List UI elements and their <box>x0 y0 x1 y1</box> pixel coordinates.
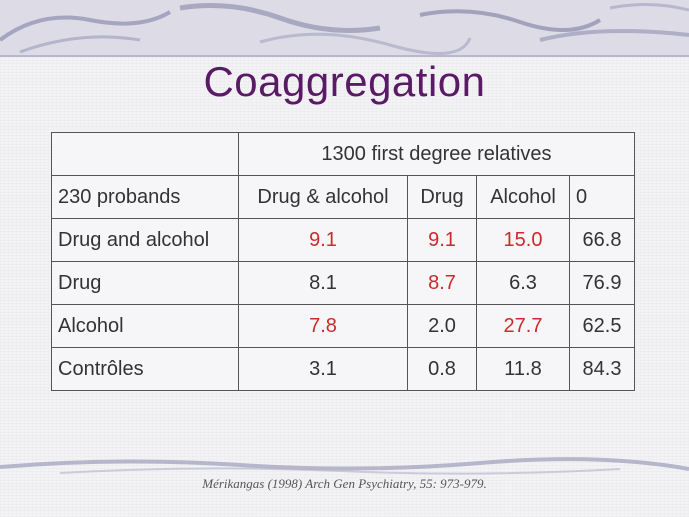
table-row: Drug and alcohol 9.1 9.1 15.0 66.8 <box>51 218 635 262</box>
table-group-header-row: 1300 first degree relatives <box>51 132 635 176</box>
row-label: Contrôles <box>51 347 239 391</box>
table-cell: 3.1 <box>238 347 408 391</box>
decorative-top-band <box>0 0 689 57</box>
table-row: Drug 8.1 8.7 6.3 76.9 <box>51 261 635 305</box>
table-cell: 9.1 <box>238 218 408 262</box>
table-cell: 62.5 <box>569 304 635 348</box>
slide-title: Coaggregation <box>203 58 486 105</box>
table-column-header-row: 230 probands Drug & alcohol Drug Alcohol… <box>51 175 635 219</box>
column-header: Alcohol <box>476 175 570 219</box>
table-cell: 11.8 <box>476 347 570 391</box>
table-cell: 84.3 <box>569 347 635 391</box>
table-cell: 15.0 <box>476 218 570 262</box>
row-label: Alcohol <box>51 304 239 348</box>
citation: Mérikangas (1998) Arch Gen Psychiatry, 5… <box>202 476 487 491</box>
table-cell: 76.9 <box>569 261 635 305</box>
row-label: Drug <box>51 261 239 305</box>
table-cell: 0.8 <box>407 347 477 391</box>
table-row: Alcohol 7.8 2.0 27.7 62.5 <box>51 304 635 348</box>
table-cell: 66.8 <box>569 218 635 262</box>
relatives-group-header: 1300 first degree relatives <box>238 132 635 176</box>
decorative-bottom-band <box>0 457 689 475</box>
table-corner-cell <box>51 132 239 176</box>
table-row: Contrôles 3.1 0.8 11.8 84.3 <box>51 347 635 391</box>
table-cell: 8.7 <box>407 261 477 305</box>
table-cell: 9.1 <box>407 218 477 262</box>
column-header: 0 <box>569 175 635 219</box>
column-header: Drug <box>407 175 477 219</box>
table-cell: 6.3 <box>476 261 570 305</box>
table-cell: 7.8 <box>238 304 408 348</box>
coaggregation-table: 1300 first degree relatives 230 probands… <box>51 132 635 391</box>
row-label: Drug and alcohol <box>51 218 239 262</box>
column-header: Drug & alcohol <box>238 175 408 219</box>
table-cell: 8.1 <box>238 261 408 305</box>
table-cell: 2.0 <box>407 304 477 348</box>
table-cell: 27.7 <box>476 304 570 348</box>
probands-header: 230 probands <box>51 175 239 219</box>
